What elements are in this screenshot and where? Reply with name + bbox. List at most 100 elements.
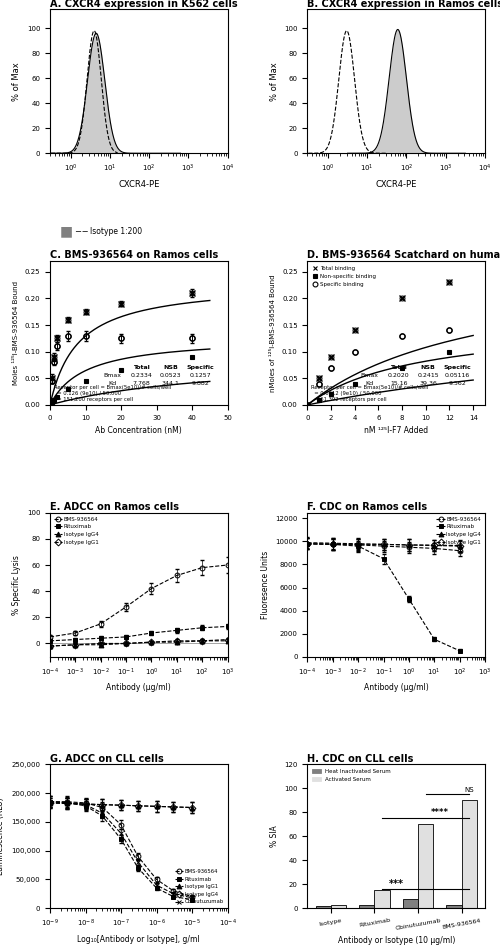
- X-axis label: Antibody or Isotype (10 µg/ml): Antibody or Isotype (10 µg/ml): [338, 937, 455, 945]
- Text: H. CDC on CLL cells: H. CDC on CLL cells: [308, 754, 414, 763]
- Bar: [462, 800, 477, 908]
- Line: Obinutuzumab: Obinutuzumab: [48, 799, 195, 901]
- Text: 0.2334: 0.2334: [130, 373, 152, 377]
- Isotype IgG1: [98, 638, 103, 649]
- Line: Rituximab: Rituximab: [305, 541, 462, 653]
- Line: Isotype IgG4: Isotype IgG4: [48, 800, 195, 810]
- Y-axis label: % Specific Lysis: % Specific Lysis: [12, 554, 21, 615]
- Isotype IgG4: [189, 802, 195, 814]
- Isotype IgG4: [330, 537, 336, 549]
- Rituximab: [135, 862, 141, 873]
- Bar: [359, 904, 374, 908]
- Text: B. CXCR4 expression in Ramos cells: B. CXCR4 expression in Ramos cells: [308, 0, 500, 9]
- Obinutuzumab: [82, 799, 88, 811]
- BMS-936564: [154, 874, 160, 885]
- Obinutuzumab: [189, 892, 195, 903]
- Isotype IgG4: [72, 639, 78, 651]
- X-axis label: CXCR4-PE: CXCR4-PE: [118, 180, 160, 189]
- Text: ****: ****: [431, 808, 449, 816]
- Isotype IgG4: [135, 800, 141, 812]
- Text: Specific: Specific: [444, 365, 471, 370]
- Rituximab: [224, 621, 230, 632]
- Text: 344.1: 344.1: [162, 380, 180, 386]
- Line: Isotype IgG1: Isotype IgG1: [48, 800, 195, 810]
- Isotype IgG1: [330, 538, 336, 550]
- Line: Rituximab: Rituximab: [48, 624, 230, 643]
- Y-axis label: % of Max: % of Max: [12, 62, 21, 100]
- Text: ***: ***: [388, 879, 404, 888]
- BMS-936564: [189, 891, 195, 902]
- Isotype IgG1: [406, 539, 412, 551]
- Rituximab: [72, 634, 78, 645]
- Isotype IgG4: [154, 800, 160, 812]
- Isotype IgG1: [304, 538, 310, 550]
- Isotype IgG1: [72, 639, 78, 651]
- BMS-936564: [100, 802, 105, 814]
- Line: BMS-936564: BMS-936564: [305, 541, 462, 553]
- Isotype IgG4: [432, 540, 438, 552]
- Y-axis label: Luminescence (RLU): Luminescence (RLU): [0, 797, 6, 875]
- Legend: BMS-936564, Rituximab, Isotype IgG1, Isotype IgG4, Obinutuzumab: BMS-936564, Rituximab, Isotype IgG1, Iso…: [174, 867, 225, 905]
- BMS-936564: [82, 797, 88, 809]
- Isotype IgG1: [148, 637, 154, 648]
- Obinutuzumab: [47, 797, 53, 808]
- BMS-936564: [355, 539, 361, 551]
- Rituximab: [199, 622, 205, 634]
- Text: 0.05116: 0.05116: [445, 373, 470, 377]
- X-axis label: nM ¹²⁵I-F7 Added: nM ¹²⁵I-F7 Added: [364, 426, 428, 435]
- BMS-936564: [304, 538, 310, 550]
- BMS-936564: [118, 819, 124, 831]
- BMS-936564: [330, 538, 336, 550]
- BMS-936564: [380, 540, 386, 552]
- Obinutuzumab: [135, 856, 141, 867]
- Isotype IgG1: [174, 635, 180, 646]
- Isotype IgG1: [82, 798, 88, 810]
- Line: BMS-936564: BMS-936564: [48, 799, 195, 899]
- BMS-936564: [148, 583, 154, 594]
- Isotype IgG4: [224, 635, 230, 646]
- Line: Isotype IgG4: Isotype IgG4: [305, 540, 462, 549]
- Isotype IgG1: [355, 538, 361, 550]
- Text: 9.882: 9.882: [191, 380, 209, 386]
- Y-axis label: Moles ¹²⁵I-BMS-936564 Bound: Moles ¹²⁵I-BMS-936564 Bound: [13, 281, 19, 385]
- Isotype IgG1: [380, 538, 386, 550]
- Isotype IgG4: [199, 635, 205, 646]
- Isotype IgG1: [456, 540, 462, 552]
- Text: Bmax: Bmax: [360, 373, 378, 377]
- Rituximab: [432, 634, 438, 645]
- Text: G. ADCC on CLL cells: G. ADCC on CLL cells: [50, 754, 164, 763]
- Isotype IgG4: [100, 799, 105, 811]
- Text: 9.562: 9.562: [448, 380, 466, 386]
- Isotype IgG4: [123, 638, 129, 649]
- X-axis label: Antibody (µg/ml): Antibody (µg/ml): [364, 683, 428, 692]
- Line: Isotype IgG4: Isotype IgG4: [48, 639, 230, 649]
- Legend: Heat Inactivated Serum, Activated Serum: Heat Inactivated Serum, Activated Serum: [310, 767, 393, 784]
- Text: Kd: Kd: [108, 380, 116, 386]
- Isotype IgG1: [47, 797, 53, 809]
- Rituximab: [355, 540, 361, 552]
- Text: ─ ─: ─ ─: [75, 227, 88, 236]
- Isotype IgG4: [118, 799, 124, 811]
- Legend: BMS-936564, Rituximab, Isotype IgG4, Isotype IgG1: BMS-936564, Rituximab, Isotype IgG4, Iso…: [53, 516, 100, 546]
- Isotype IgG4: [304, 537, 310, 549]
- BMS-936564: [456, 545, 462, 556]
- Isotype IgG1: [170, 801, 176, 813]
- Y-axis label: % SIA: % SIA: [270, 826, 278, 847]
- Bar: [403, 899, 418, 908]
- Rituximab: [189, 894, 195, 905]
- X-axis label: Antibody (µg/ml): Antibody (µg/ml): [106, 683, 171, 692]
- Rituximab: [174, 624, 180, 636]
- Isotype IgG4: [47, 640, 53, 652]
- Text: NSB: NSB: [420, 365, 436, 370]
- X-axis label: Log₁₀[Antibody or Isotype], g/ml: Log₁₀[Antibody or Isotype], g/ml: [78, 935, 200, 944]
- Text: A. CXCR4 expression in K562 cells: A. CXCR4 expression in K562 cells: [50, 0, 238, 9]
- Rituximab: [82, 800, 88, 812]
- Isotype IgG1: [135, 800, 141, 812]
- BMS-936564: [199, 562, 205, 573]
- Rituximab: [123, 631, 129, 642]
- BMS-936564: [432, 543, 438, 554]
- Text: NSB: NSB: [164, 365, 178, 370]
- Bar: [418, 824, 434, 908]
- Text: C. BMS-936564 on Ramos cells: C. BMS-936564 on Ramos cells: [50, 251, 218, 260]
- Text: 0.2020: 0.2020: [388, 373, 409, 377]
